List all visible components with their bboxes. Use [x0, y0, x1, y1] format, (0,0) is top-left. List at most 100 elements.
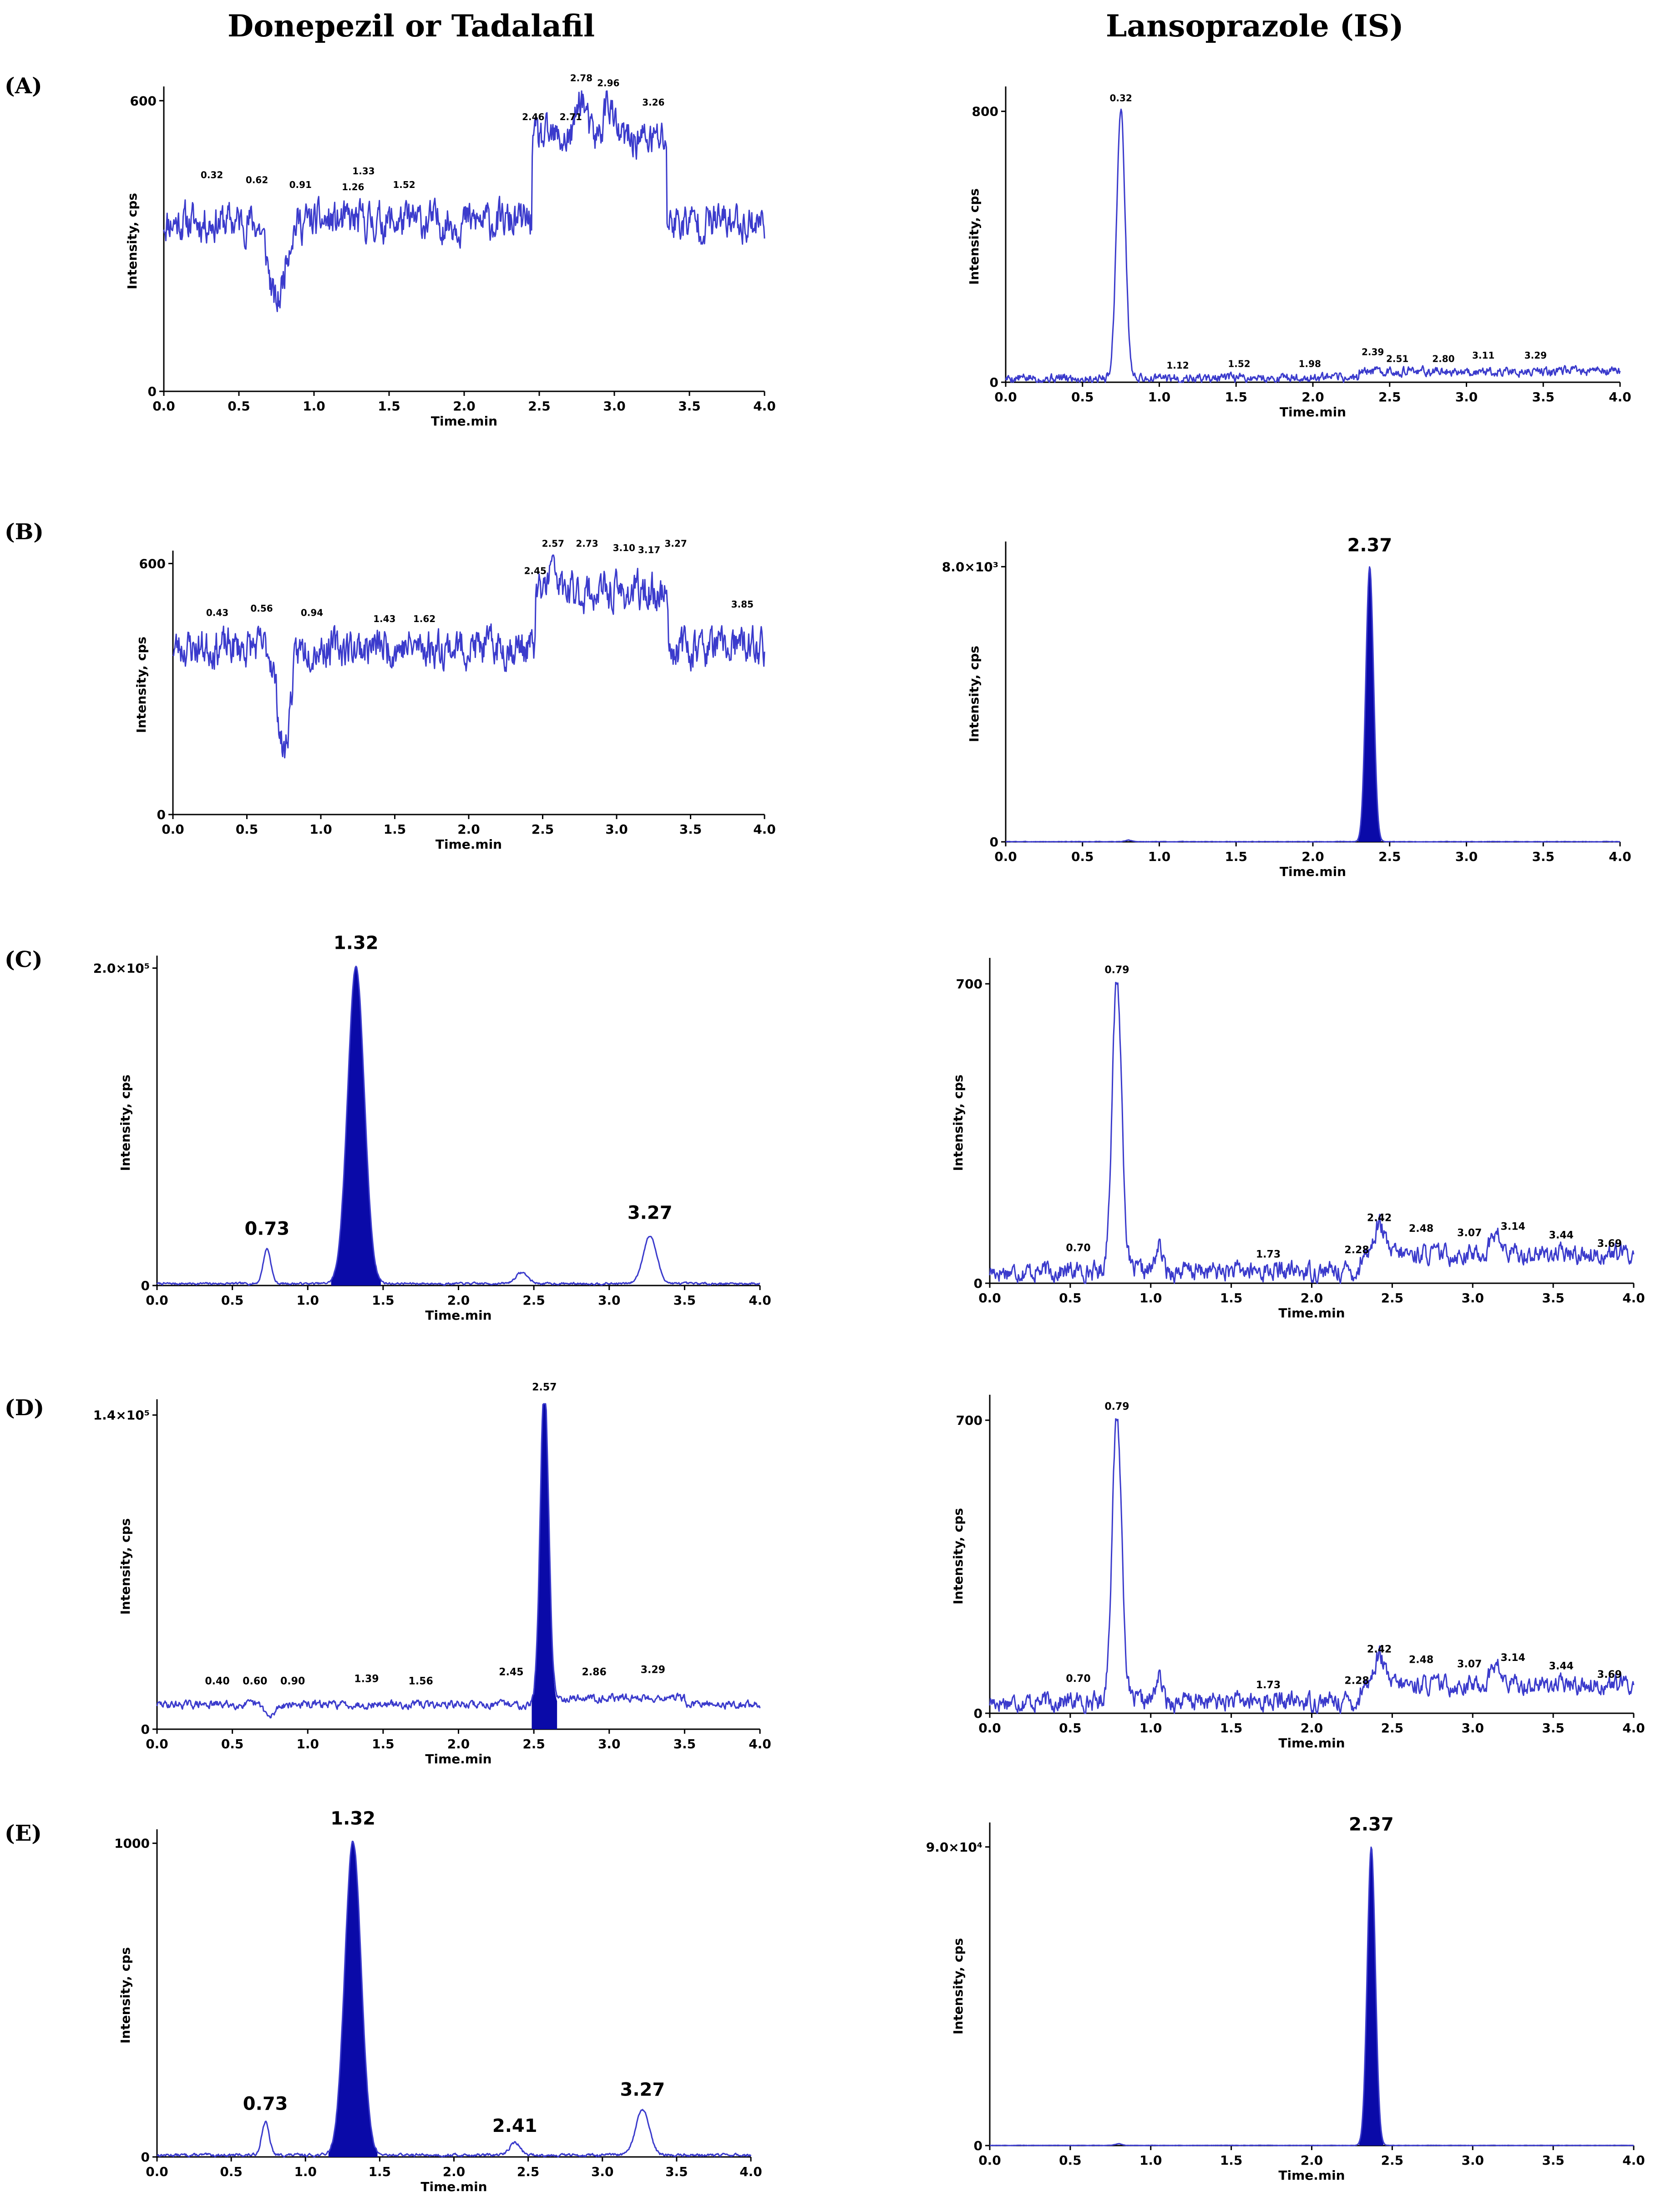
- left-column-header: Donepezil or Tadalafil: [228, 8, 595, 44]
- peak-label: 0.94: [301, 607, 323, 618]
- peak-label: 3.69: [1597, 1238, 1622, 1250]
- y-tick-label: 1000: [114, 1836, 150, 1851]
- x-tick-label: 0.0: [978, 1291, 1001, 1306]
- peak-label: 2.48: [1409, 1223, 1433, 1235]
- peak-label: 0.32: [1109, 92, 1132, 103]
- x-tick-label: 2.0: [1301, 849, 1324, 864]
- y-tick-label: 0: [141, 2150, 150, 2165]
- peak-label: 3.26: [642, 97, 664, 108]
- x-tick-label: 3.5: [673, 1736, 696, 1751]
- x-tick-label: 4.0: [1622, 1721, 1645, 1736]
- peak-label: 0.79: [1104, 1401, 1129, 1412]
- x-tick-label: 1.5: [1220, 2153, 1243, 2168]
- peak-fill: [532, 1404, 557, 1729]
- peak-label: 0.62: [246, 174, 268, 185]
- x-tick-label: 0.0: [146, 1293, 168, 1308]
- x-tick-label: 2.5: [532, 822, 554, 837]
- x-tick-label: 3.0: [598, 1736, 621, 1751]
- y-tick-label: 800: [972, 104, 998, 119]
- y-tick-label: 0: [141, 1722, 150, 1737]
- x-tick-label: 3.0: [1455, 849, 1478, 864]
- peak-label: 2.51: [1386, 353, 1408, 364]
- panel-label: (E): [5, 1821, 42, 1846]
- x-tick-label: 3.5: [1542, 2153, 1565, 2168]
- peak-label: 0.70: [1066, 1243, 1090, 1254]
- x-tick-label: 2.5: [528, 399, 551, 414]
- x-tick-label: 4.0: [1622, 2153, 1645, 2168]
- x-tick-label: 1.5: [1225, 390, 1247, 405]
- x-tick-label: 3.0: [1461, 1291, 1484, 1306]
- x-tick-label: 2.0: [447, 1736, 470, 1751]
- y-tick-label: 0: [974, 1276, 982, 1291]
- peak-label: 2.37: [1347, 535, 1393, 556]
- x-tick-label: 0.5: [1059, 1291, 1082, 1306]
- x-axis-title: Time.min: [1278, 1306, 1345, 1321]
- peak-label: 3.27: [664, 538, 687, 549]
- peak-label: 2.57: [532, 1382, 557, 1393]
- x-tick-label: 1.0: [296, 1293, 319, 1308]
- x-tick-label: 0.5: [221, 1736, 244, 1751]
- chart-C-right: 0.0 0.5 1.0 1.5 2.0 2.5 3.0 3.5 4.0 0 700 Time.min I…: [951, 958, 1645, 1321]
- peak-label: 1.43: [373, 613, 395, 624]
- x-tick-label: 3.0: [598, 1293, 621, 1308]
- peak-label: 2.46: [522, 111, 544, 122]
- peak-label: 1.73: [1256, 1249, 1281, 1260]
- x-tick-label: 0.5: [1059, 2153, 1082, 2168]
- peak-label: 3.17: [638, 544, 660, 555]
- x-tick-label: 1.5: [372, 1293, 395, 1308]
- peak-label: 0.60: [243, 1675, 267, 1687]
- peak-label: 1.73: [1256, 1680, 1281, 1691]
- x-tick-label: 4.0: [749, 1293, 771, 1308]
- x-axis-title: Time.min: [435, 837, 502, 852]
- x-tick-label: 1.0: [1148, 849, 1171, 864]
- chart-C-left: 0.0 0.5 1.0 1.5 2.0 2.5 3.0 3.5 4.0 0 2.0×10⁵ Time.…: [93, 933, 771, 1323]
- x-tick-label: 2.0: [1301, 1721, 1323, 1736]
- x-tick-label: 1.0: [1139, 1721, 1162, 1736]
- peak-label: 2.45: [499, 1667, 523, 1678]
- peak-label: 0.73: [243, 2094, 288, 2115]
- peak-label: 0.73: [244, 1218, 289, 1239]
- peak-label: 1.52: [393, 179, 415, 190]
- y-tick-label: 0: [148, 384, 157, 399]
- peak-label: 3.85: [731, 599, 754, 610]
- x-tick-label: 3.5: [1542, 1721, 1565, 1736]
- peak-label: 3.27: [620, 2080, 665, 2101]
- x-tick-label: 4.0: [753, 822, 776, 837]
- chart-D-right: 0.0 0.5 1.0 1.5 2.0 2.5 3.0 3.5 4.0 0 700 Time.min I…: [951, 1395, 1645, 1751]
- x-tick-label: 2.0: [457, 822, 480, 837]
- peak-label: 0.43: [206, 607, 228, 618]
- x-tick-label: 3.0: [603, 399, 626, 414]
- x-tick-label: 4.0: [1609, 849, 1631, 864]
- x-tick-label: 1.0: [296, 1736, 319, 1751]
- chart-E-left: 0.0 0.5 1.0 1.5 2.0 2.5 3.0 3.5 4.0 0 1000 Time.min…: [114, 1808, 762, 2194]
- y-tick-label: 9.0×10⁴: [926, 1840, 982, 1855]
- x-tick-label: 0.0: [994, 390, 1017, 405]
- x-tick-label: 0.5: [220, 2164, 243, 2179]
- panel-label: (B): [5, 519, 44, 545]
- peak-label: 1.98: [1299, 359, 1321, 370]
- x-tick-label: 1.0: [1139, 2153, 1162, 2168]
- x-tick-label: 3.5: [665, 2164, 688, 2179]
- peak-label: 3.44: [1549, 1230, 1574, 1241]
- x-tick-label: 2.5: [522, 1736, 545, 1751]
- panel-label: (D): [5, 1395, 44, 1421]
- y-tick-label: 0: [974, 1706, 982, 1721]
- x-tick-label: 1.0: [1148, 390, 1171, 405]
- peak-label: 2.57: [542, 538, 564, 549]
- chart-A-right: 0.0 0.5 1.0 1.5 2.0 2.5 3.0 3.5 4.0 0 800 Time.min I…: [967, 86, 1631, 420]
- peak-label: 3.29: [1524, 350, 1547, 361]
- x-tick-label: 0.0: [978, 1721, 1001, 1736]
- y-axis-title: Intensity, cps: [118, 1074, 133, 1171]
- peak-label: 0.90: [280, 1675, 305, 1687]
- x-tick-label: 1.0: [294, 2164, 317, 2179]
- x-tick-label: 0.5: [1071, 390, 1094, 405]
- peak-label: 2.28: [1344, 1675, 1369, 1687]
- x-tick-label: 3.0: [1461, 2153, 1484, 2168]
- peak-label: 1.33: [352, 166, 375, 177]
- peak-label: 1.32: [330, 1808, 375, 1829]
- x-tick-label: 2.0: [1301, 390, 1324, 405]
- x-tick-label: 4.0: [753, 399, 776, 414]
- trace-line: [1005, 566, 1620, 843]
- x-tick-label: 3.5: [1532, 390, 1555, 405]
